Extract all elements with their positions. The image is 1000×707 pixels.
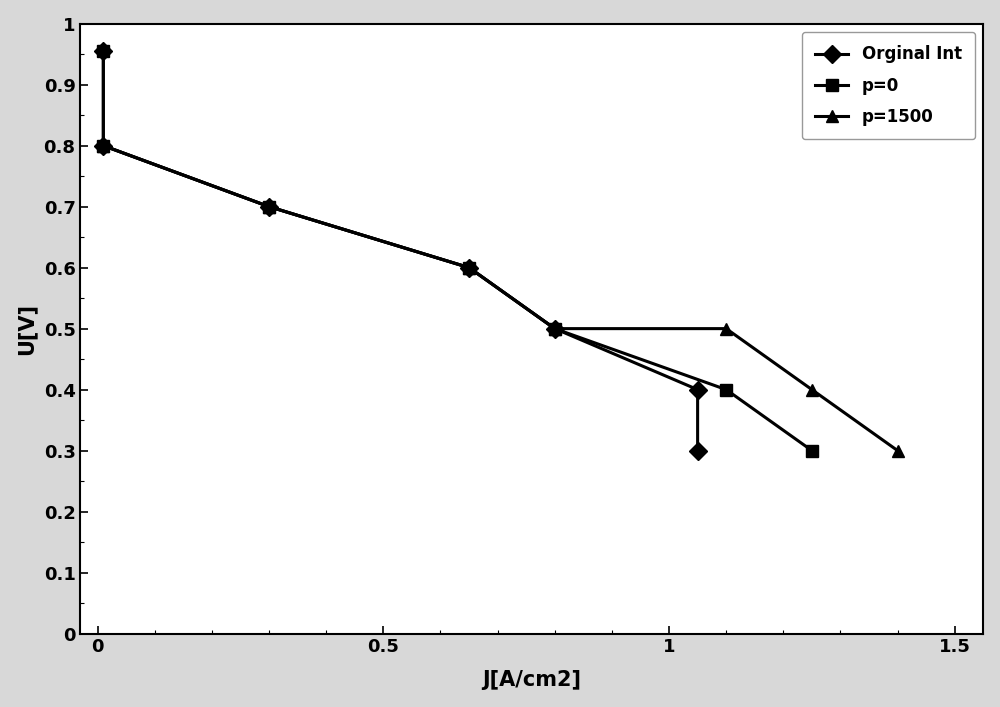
Line: Orginal Int: Orginal Int [97,45,704,457]
Y-axis label: U[V]: U[V] [17,303,37,355]
p=0 [263,202,275,211]
Orginal Int [97,141,109,150]
p=0 [97,141,109,150]
Orginal Int [549,325,561,333]
p=1500 [97,141,109,150]
p=1500 [463,264,475,272]
p=1500 [720,325,732,333]
X-axis label: J[A/cm2]: J[A/cm2] [482,670,581,690]
Orginal Int [692,446,704,455]
p=1500 [549,325,561,333]
p=1500 [892,446,904,455]
Legend: Orginal Int, p=0, p=1500: Orginal Int, p=0, p=1500 [802,32,975,139]
p=0 [97,47,109,55]
Line: p=1500: p=1500 [97,139,904,457]
p=0 [806,446,818,455]
Orginal Int [97,47,109,55]
p=1500 [806,385,818,394]
Orginal Int [263,202,275,211]
Line: p=0: p=0 [97,45,818,457]
p=1500 [263,202,275,211]
Orginal Int [463,264,475,272]
p=0 [549,325,561,333]
p=0 [463,264,475,272]
p=0 [720,385,732,394]
Orginal Int [692,385,704,394]
